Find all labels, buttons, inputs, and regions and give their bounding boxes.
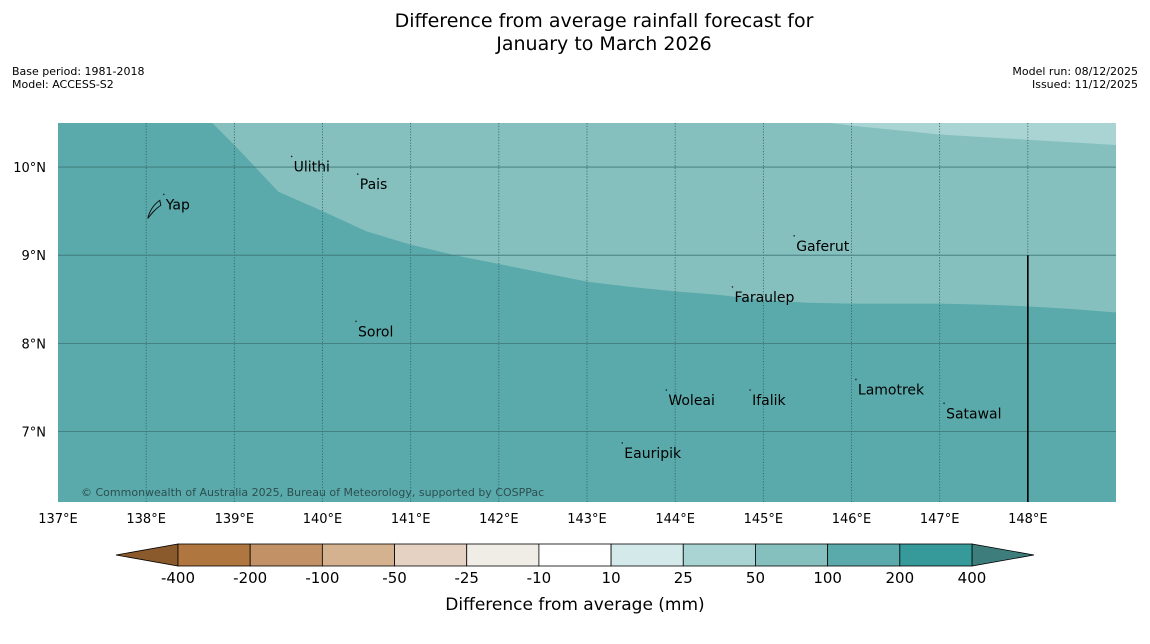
colorbar-tick-label: -10 (527, 569, 552, 587)
place-label-faraulep: Faraulep (734, 290, 794, 306)
colorbar-segment (538, 543, 612, 567)
base-period: Base period: 1981-2018 (12, 65, 145, 78)
place-marker (749, 389, 751, 391)
colorbar-tick-label: -50 (382, 569, 407, 587)
region-25-50 (829, 123, 1116, 146)
colorbar-tick-label: 100 (813, 569, 842, 587)
lat-tick-label: 10°N (13, 161, 46, 176)
place-marker (163, 193, 165, 196)
colorbar-tick-label: 200 (885, 569, 914, 587)
colorbar-tick-label: 25 (674, 569, 693, 587)
meta-right: Model run: 08/12/2025 Issued: 11/12/2025 (1012, 65, 1138, 91)
lon-tick-label: 138°E (126, 512, 166, 527)
place-label-yap: Yap (165, 197, 190, 213)
colorbar-segment (682, 543, 756, 567)
meta-left: Base period: 1981-2018 Model: ACCESS-S2 (12, 65, 144, 91)
map-axes: 137°E 138°E 139°E 140°E 141°E 142°E 143°E 144°E… (13, 161, 1047, 527)
map-area: © Commonwealth of Australia 2025, Bureau… (58, 123, 1116, 502)
colorbar-high-arrow (971, 543, 1035, 567)
colorbar-segment (610, 543, 684, 567)
colorbar-segment (466, 543, 540, 567)
colorbar-segment (394, 543, 468, 567)
place-marker (665, 389, 668, 391)
colorbar-segment (321, 543, 395, 567)
lon-tick-label: 137°E (38, 512, 78, 527)
map-overlay: Yap Ulithi Pais Gaferut Faraulep Sorol Woleai I… (163, 155, 1002, 462)
colorbar-tick-label: 50 (746, 569, 765, 587)
chart-title: Difference from average rainfall forecas… (0, 10, 1150, 56)
place-label-eauripik: Eauripik (624, 446, 682, 462)
colorbar-tick-label: -25 (454, 569, 479, 587)
lon-tick-label: 140°E (303, 512, 343, 527)
colorbar: -400 -200 -100 -50 -25 -10 10 25 50 100 200 400 Diff… (115, 543, 1035, 615)
colorbar-tick-label: 10 (602, 569, 621, 587)
place-marker (355, 320, 357, 323)
place-label-woleai: Woleai (668, 393, 715, 409)
model-name: Model: ACCESS-S2 (12, 78, 114, 91)
lon-tick-label: 143°E (567, 512, 607, 527)
colorbar-low-arrow (115, 543, 179, 567)
lat-tick-label: 7°N (22, 425, 47, 440)
colorbar-tick-label: -100 (305, 569, 339, 587)
copyright-text: © Commonwealth of Australia 2025, Bureau… (81, 486, 544, 499)
lat-tick-label: 9°N (22, 249, 47, 264)
lon-tick-label: 145°E (744, 512, 784, 527)
lon-tick-label: 148°E (1008, 512, 1048, 527)
yap-island-outline (147, 199, 162, 219)
place-label-ulithi: Ulithi (294, 159, 330, 175)
colorbar-segment (755, 543, 829, 567)
lon-tick-label: 142°E (479, 512, 519, 527)
place-label-ifalik: Ifalik (752, 393, 786, 409)
title-line-1: Difference from average rainfall forecas… (394, 10, 814, 32)
lon-tick-label: 139°E (215, 512, 255, 527)
model-run: Model run: 08/12/2025 (1012, 65, 1138, 78)
issued-date: Issued: 11/12/2025 (1031, 78, 1138, 91)
place-marker (356, 173, 359, 175)
lat-tick-label: 8°N (22, 337, 47, 352)
colorbar-segment (899, 543, 973, 567)
place-marker (731, 286, 734, 288)
place-label-satawal: Satawal (946, 406, 1001, 422)
colorbar-segment (827, 543, 901, 567)
colorbar-tick-label: -400 (161, 569, 195, 587)
colorbar-title: Difference from average (mm) (445, 595, 704, 615)
colorbar-tick-label: -200 (233, 569, 267, 587)
place-marker (855, 378, 857, 381)
lon-tick-label: 141°E (391, 512, 431, 527)
colorbar-segment (249, 543, 323, 567)
place-label-sorol: Sorol (358, 324, 393, 340)
place-marker (943, 402, 945, 405)
place-marker (290, 155, 293, 158)
place-marker (793, 235, 795, 237)
colorbar-segment (177, 543, 251, 567)
lon-tick-label: 144°E (655, 512, 695, 527)
lon-tick-label: 146°E (832, 512, 872, 527)
place-label-lamotrek: Lamotrek (858, 382, 925, 398)
lon-tick-label: 147°E (920, 512, 960, 527)
region-50-100 (212, 123, 1116, 313)
title-line-2: January to March 2026 (496, 33, 712, 55)
place-label-pais: Pais (360, 177, 388, 193)
place-marker (621, 442, 624, 444)
place-label-gaferut: Gaferut (796, 239, 850, 255)
colorbar-tick-label: 400 (958, 569, 987, 587)
